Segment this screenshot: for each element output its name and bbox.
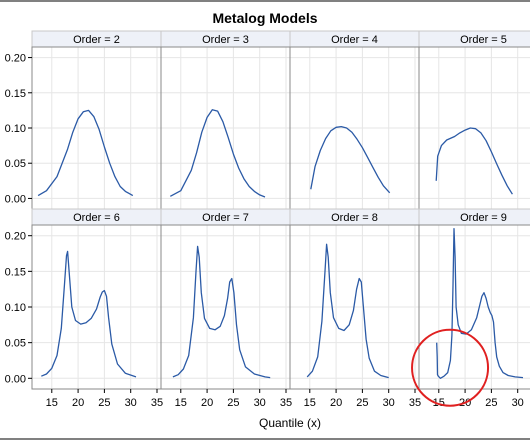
panel-6: Order = 7 bbox=[160, 208, 291, 390]
y-tick-label: 0.00 bbox=[5, 373, 26, 385]
y-tick-label: 0.10 bbox=[5, 123, 26, 135]
x-tick-label: 15 bbox=[175, 397, 187, 409]
panel-7: Order = 8 bbox=[289, 208, 420, 390]
series-line bbox=[37, 109, 134, 197]
x-tick-label: 30 bbox=[254, 397, 266, 409]
panel-8: Order = 9 bbox=[418, 208, 530, 390]
x-tick-label: 35 bbox=[151, 397, 163, 409]
x-tick-label: 30 bbox=[512, 397, 524, 409]
x-tick-label: 25 bbox=[227, 397, 239, 409]
annotation-layer bbox=[411, 328, 490, 407]
series-line bbox=[310, 125, 391, 194]
y-tick-label: 0.05 bbox=[5, 158, 26, 170]
x-axis-label: Quantile (x) bbox=[259, 416, 321, 430]
x-tick-label: 15 bbox=[433, 397, 445, 409]
x-tick-label: 35 bbox=[409, 397, 421, 409]
panel-strip-label: Order = 8 bbox=[331, 212, 378, 224]
x-tick-label: 30 bbox=[383, 397, 395, 409]
panel-strip-label: Order = 6 bbox=[73, 212, 120, 224]
x-tick-label: 15 bbox=[304, 397, 316, 409]
x-tick-label: 25 bbox=[98, 397, 110, 409]
y-tick-label: 0.15 bbox=[5, 266, 26, 278]
series-line bbox=[306, 243, 389, 379]
series-line bbox=[436, 227, 524, 379]
series-line bbox=[435, 127, 513, 195]
x-tick-label: 25 bbox=[356, 397, 368, 409]
x-tick-label: 35 bbox=[280, 397, 292, 409]
series-line bbox=[41, 250, 137, 378]
x-tick-label: 20 bbox=[201, 397, 213, 409]
panel-strip-label: Order = 3 bbox=[202, 34, 249, 46]
x-tick-label: 25 bbox=[485, 397, 497, 409]
x-tick-label: 30 bbox=[125, 397, 137, 409]
y-axis: 0.00 0.05 0.10 0.15 0.20 0.00 0.05 0.10 0.15 0.20 bbox=[5, 53, 32, 385]
series-line bbox=[169, 109, 266, 198]
panel-5: Order = 6 bbox=[31, 208, 162, 390]
y-tick-label: 0.15 bbox=[5, 88, 26, 100]
panel-grid: Order = 2 Order = 3 Order = 4 Order = 5 Orde… bbox=[31, 30, 530, 390]
panel-3: Order = 4 bbox=[289, 30, 420, 210]
highlight-circle bbox=[411, 328, 490, 407]
panel-4: Order = 5 bbox=[418, 30, 530, 210]
y-tick-label: 0.20 bbox=[5, 53, 26, 65]
panel-strip-label: Order = 9 bbox=[460, 212, 507, 224]
series-line bbox=[172, 245, 271, 379]
y-tick-label: 0.00 bbox=[5, 193, 26, 205]
x-tick-label: 20 bbox=[330, 397, 342, 409]
panel-1: Order = 2 bbox=[31, 30, 162, 210]
panel-strip-label: Order = 2 bbox=[73, 34, 120, 46]
panel-strip-label: Order = 5 bbox=[460, 34, 507, 46]
panel-strip-label: Order = 7 bbox=[202, 212, 249, 224]
y-tick-label: 0.20 bbox=[5, 231, 26, 243]
panel-strip-label: Order = 4 bbox=[331, 34, 378, 46]
panel-border bbox=[418, 224, 530, 390]
x-tick-label: 15 bbox=[46, 397, 58, 409]
y-tick-label: 0.05 bbox=[5, 338, 26, 350]
x-tick-label: 20 bbox=[72, 397, 84, 409]
y-tick-label: 0.10 bbox=[5, 302, 26, 314]
chart-title: Metalog Models bbox=[212, 10, 317, 26]
panel-2: Order = 3 bbox=[160, 30, 291, 210]
